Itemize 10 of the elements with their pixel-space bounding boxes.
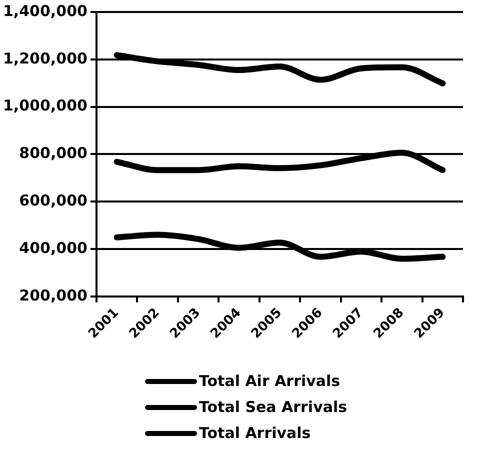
- y-tick-label: 400,000: [19, 238, 88, 257]
- y-tick-label: 600,000: [19, 191, 88, 210]
- y-tick-label: 1,200,000: [2, 49, 88, 68]
- legend-label: Total Air Arrivals: [199, 372, 340, 390]
- y-tick-label: 200,000: [19, 286, 88, 304]
- y-tick-label: 1,400,000: [2, 2, 88, 20]
- y-tick-label: 1,000,000: [2, 96, 88, 115]
- legend-label: Total Sea Arrivals: [199, 398, 348, 416]
- y-tick-label: 800,000: [19, 144, 88, 162]
- legend-label: Total Arrivals: [199, 424, 311, 442]
